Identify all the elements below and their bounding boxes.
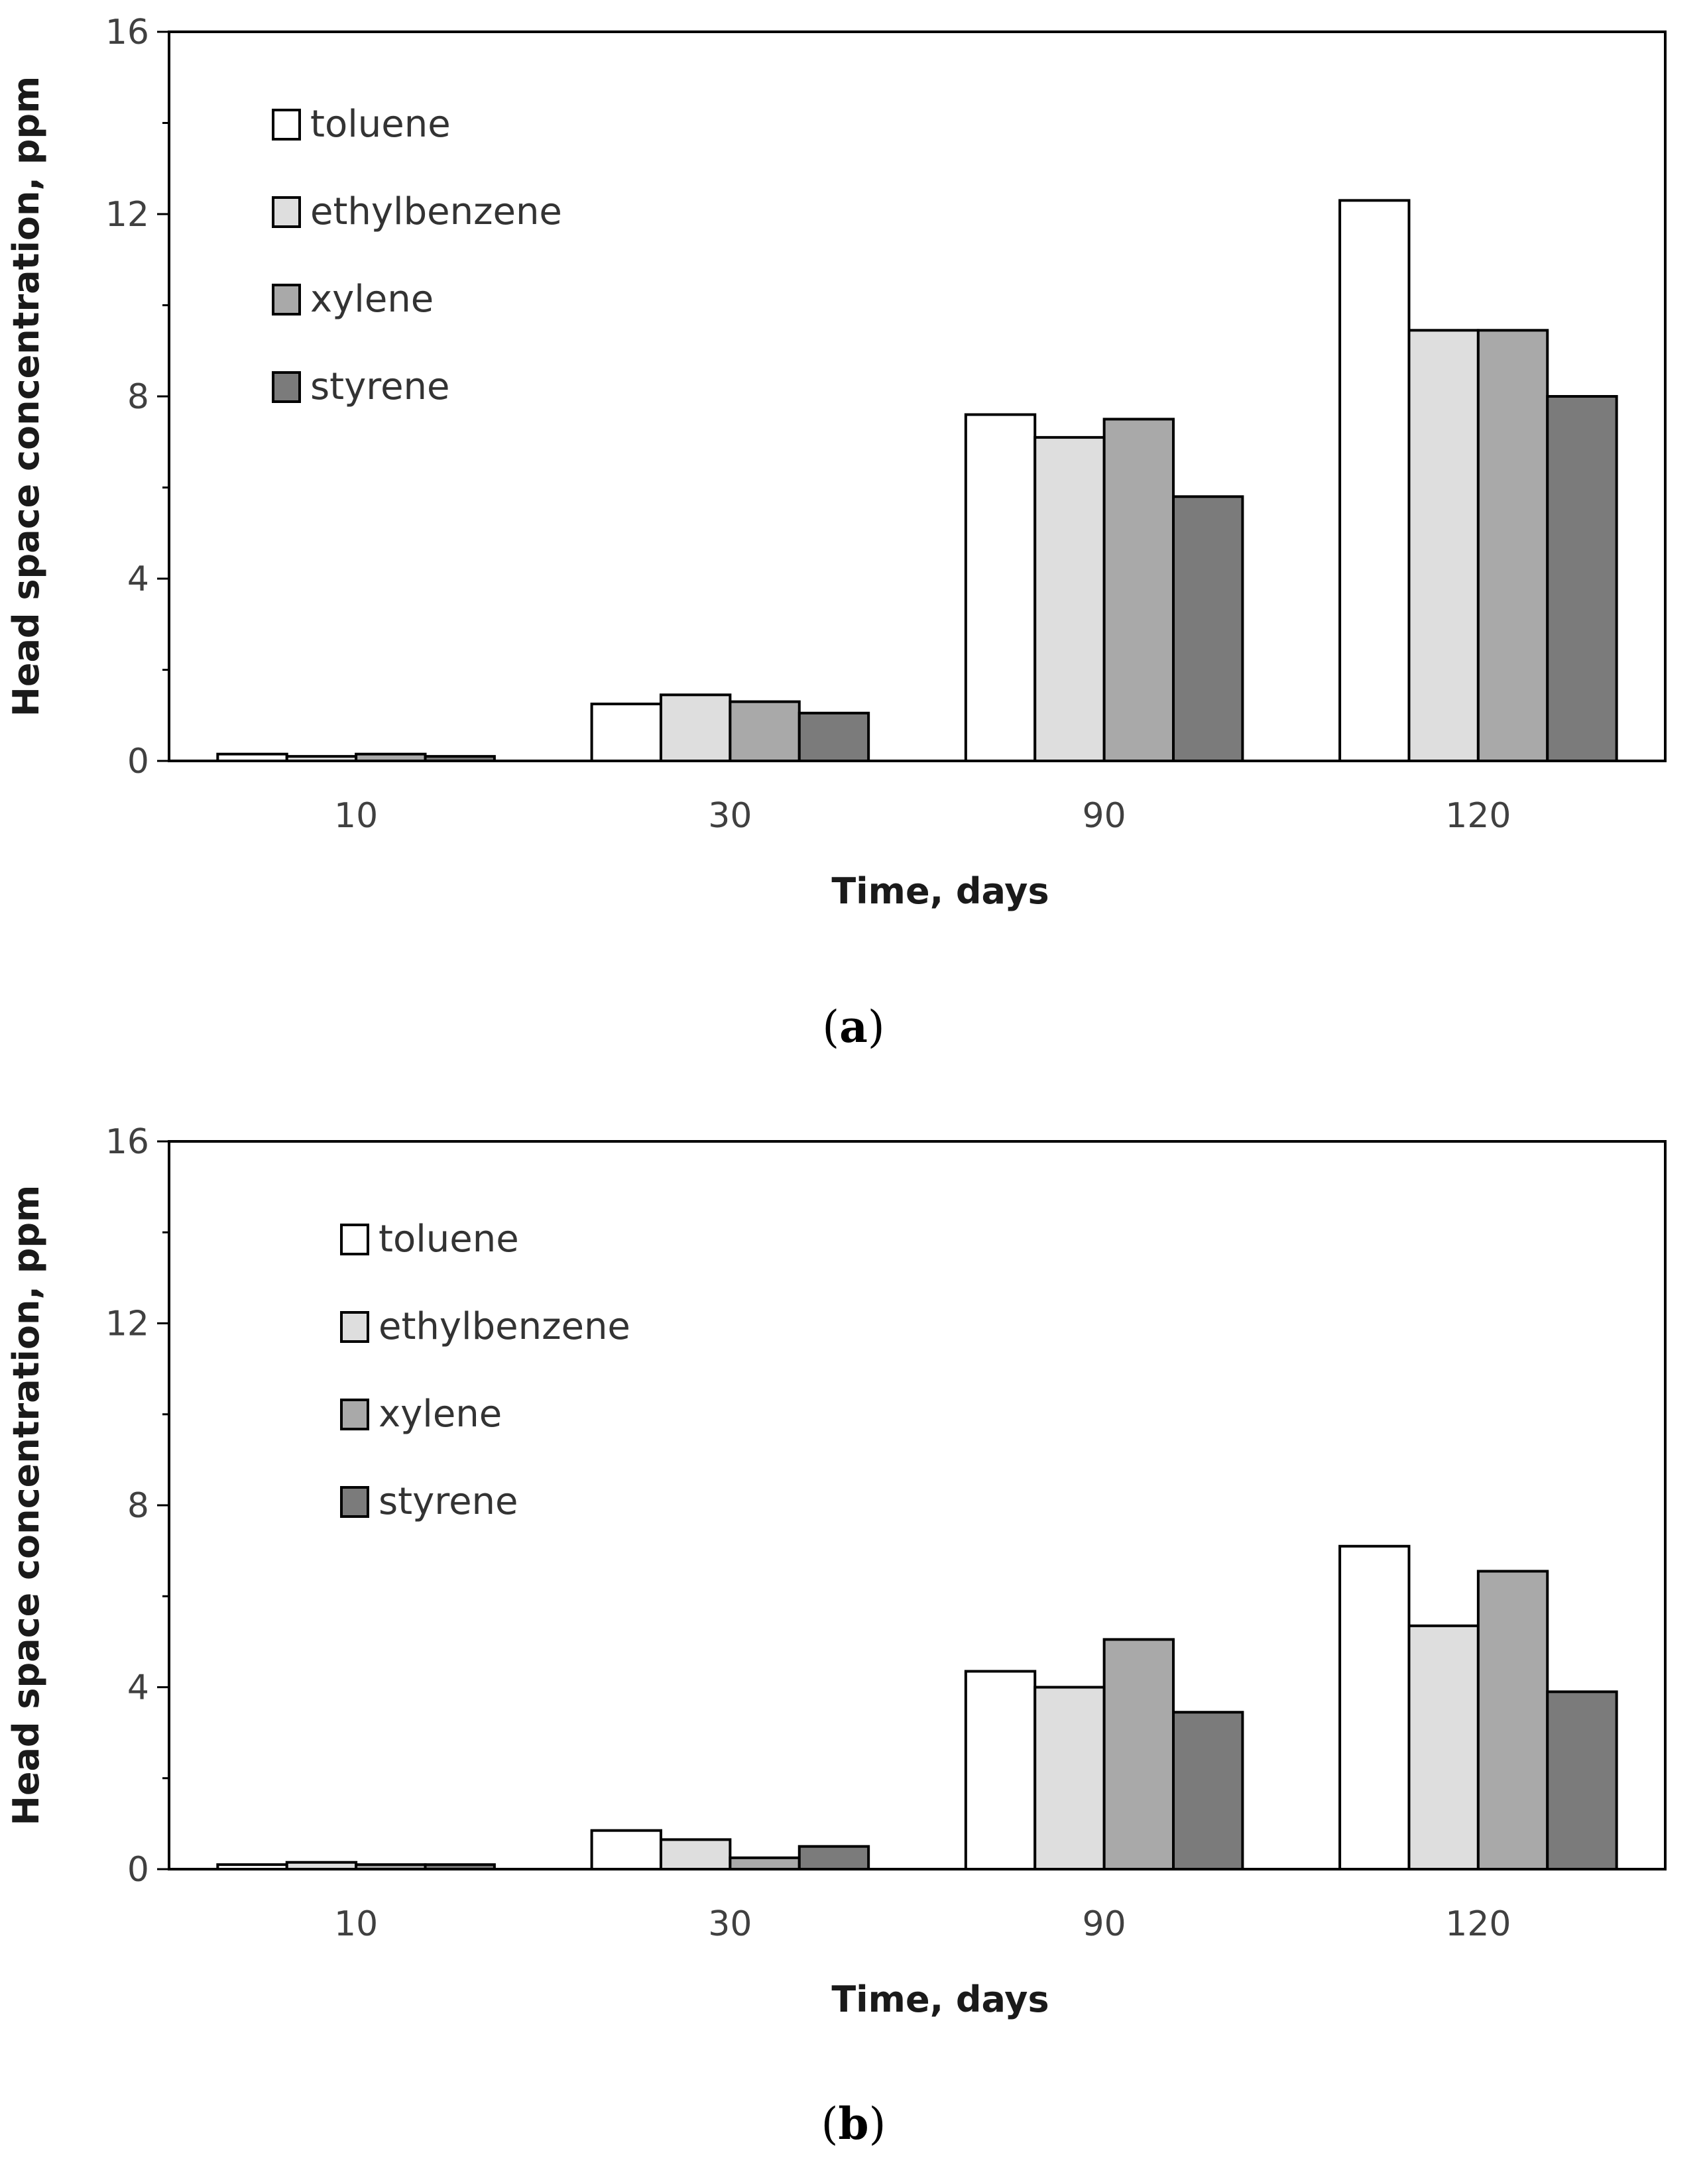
bar-chart-b: 0 4 8 12 16 10 30 90 120 Time, days Head space con…	[5, 1122, 1667, 2020]
bar-styrene-120	[1546, 1690, 1618, 1870]
x-tick-label: 90	[1083, 1904, 1126, 1944]
y-tick-label: 8	[127, 1486, 149, 1526]
bar-styrene-30	[797, 1845, 870, 1870]
bar-toluene-120	[1338, 199, 1411, 762]
legend-label-xylene: xylene	[379, 1393, 502, 1436]
caption-b: (b)	[821, 2098, 886, 2150]
x-axis-title: Time, days	[831, 870, 1049, 912]
bar-xylene-120	[1476, 329, 1549, 762]
bar-xylene-10	[355, 752, 427, 762]
legend-label-toluene: toluene	[310, 103, 451, 146]
y-axis-title: Head space concentration, ppm	[5, 1185, 47, 1826]
legend-swatch-toluene	[340, 1224, 369, 1255]
bar-toluene-30	[590, 703, 662, 762]
y-tick-label: 16	[105, 13, 149, 52]
y-tick-label: 16	[105, 1122, 149, 1162]
bar-styrene-30	[797, 711, 870, 762]
bar-xylene-30	[729, 1856, 801, 1870]
legend-label-styrene: styrene	[310, 365, 449, 408]
x-tick-label: 120	[1445, 1904, 1511, 1944]
bar-ethylbenzene-10	[285, 755, 358, 762]
y-tick-label: 12	[105, 1304, 149, 1344]
bar-toluene-10	[216, 752, 288, 762]
bar-styrene-10	[424, 755, 496, 762]
legend-label-xylene: xylene	[310, 278, 434, 321]
bar-toluene-120	[1338, 1544, 1411, 1870]
y-tick-label: 8	[127, 377, 149, 417]
caption-a: (a)	[822, 1001, 885, 1053]
bar-xylene-90	[1102, 1638, 1175, 1870]
legend-swatch-xylene	[340, 1399, 369, 1430]
legend-swatch-styrene	[272, 371, 301, 403]
bar-xylene-120	[1476, 1570, 1549, 1870]
x-tick-label: 30	[708, 796, 752, 836]
legend-swatch-ethylbenzene	[340, 1311, 369, 1343]
legend-label-ethylbenzene: ethylbenzene	[379, 1305, 630, 1348]
bar-toluene-90	[964, 413, 1037, 762]
chart-panel-b: 0 4 8 12 16 10 30 90 120 Time, days Head space con…	[0, 1100, 1707, 2184]
bar-ethylbenzene-90	[1033, 1686, 1106, 1870]
bar-ethylbenzene-120	[1407, 1624, 1480, 1870]
bar-ethylbenzene-10	[285, 1861, 358, 1871]
x-tick-label: 10	[334, 1904, 378, 1944]
bar-toluene-90	[964, 1670, 1037, 1870]
legend-label-ethylbenzene: ethylbenzene	[310, 190, 562, 233]
x-tick-label: 30	[708, 1904, 752, 1944]
bar-styrene-120	[1546, 395, 1618, 762]
bar-toluene-30	[590, 1829, 662, 1870]
legend-swatch-ethylbenzene	[272, 196, 301, 228]
x-tick-label: 120	[1445, 796, 1511, 836]
bar-styrene-90	[1172, 495, 1244, 762]
bar-xylene-30	[729, 700, 801, 762]
legend-swatch-xylene	[272, 284, 301, 316]
bar-toluene-10	[216, 1863, 288, 1870]
x-axis-title: Time, days	[831, 1979, 1049, 2020]
bar-styrene-10	[424, 1863, 496, 1870]
bar-ethylbenzene-30	[659, 1838, 732, 1871]
legend-swatch-toluene	[272, 109, 301, 141]
bar-ethylbenzene-120	[1407, 329, 1480, 762]
legend-label-toluene: toluene	[379, 1218, 519, 1261]
y-tick-label: 12	[105, 195, 149, 235]
y-tick-label: 4	[127, 559, 149, 599]
bar-xylene-10	[355, 1863, 427, 1870]
bar-xylene-90	[1102, 418, 1175, 762]
y-tick-label: 4	[127, 1668, 149, 1708]
y-tick-label: 0	[127, 1850, 149, 1890]
y-tick-label: 0	[127, 742, 149, 781]
legend-label-styrene: styrene	[379, 1480, 518, 1523]
y-axis-title: Head space concentration, ppm	[5, 76, 47, 717]
bar-chart-a: 0 4 8 12 16 10 30 90 120 Time, days Head space con…	[5, 13, 1667, 912]
x-tick-label: 90	[1083, 796, 1126, 836]
legend-swatch-styrene	[340, 1486, 369, 1518]
bar-styrene-90	[1172, 1711, 1244, 1871]
bar-ethylbenzene-90	[1033, 435, 1106, 762]
chart-panel-a: 0 4 8 12 16 10 30 90 120 Time, days Head space con…	[5, 13, 1667, 1053]
x-tick-label: 10	[334, 796, 378, 836]
bar-ethylbenzene-30	[659, 693, 732, 762]
